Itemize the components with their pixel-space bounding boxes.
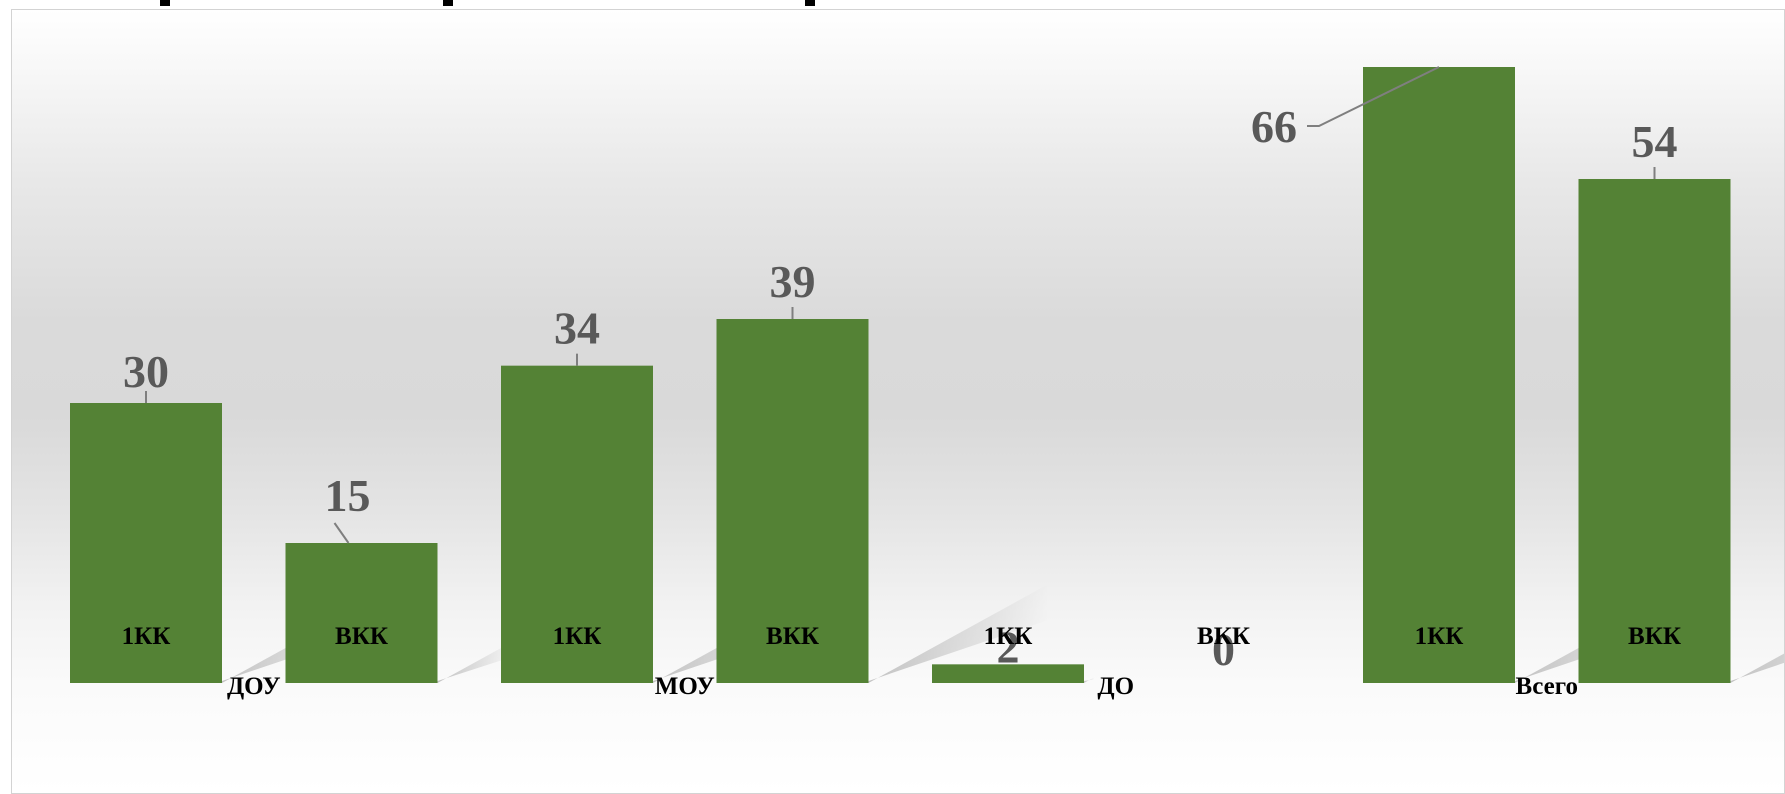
- data-label: 30: [123, 346, 169, 397]
- data-label: 66: [1251, 101, 1297, 152]
- category-tick-label: 1КК: [1415, 623, 1464, 650]
- bar-ДО-1КК: [932, 664, 1084, 683]
- data-label: 15: [325, 470, 371, 521]
- bar-shadow: [437, 640, 515, 683]
- group-label: ДО: [1097, 673, 1134, 700]
- bar-shadow: [1084, 677, 1095, 683]
- group-label: Всего: [1516, 673, 1578, 700]
- data-label: 0: [1212, 624, 1235, 675]
- chart-area: 30 1КК 15 ВКК ДОУ 34 1КК 39 ВКК МОУ 2 1КК 0 ВКК ДО 66 1К…: [11, 9, 1785, 794]
- data-label: 54: [1632, 116, 1678, 167]
- bar-Всего-ВКК: [1578, 179, 1731, 683]
- category-tick-label: 1КК: [122, 623, 171, 650]
- category-tick-label: 1КК: [553, 623, 602, 650]
- leader-line: [333, 522, 350, 544]
- category-tick-label: ВКК: [1197, 623, 1250, 650]
- group-label: ДОУ: [227, 673, 281, 700]
- data-label: 39: [770, 256, 816, 307]
- leader-line: [1307, 66, 1440, 127]
- data-label: 2: [997, 621, 1020, 672]
- bar-Всего-1КК: [1363, 67, 1515, 683]
- bar-ДОУ-1КК: [70, 403, 222, 683]
- bar-МОУ-ВКК: [716, 319, 869, 683]
- data-label: 34: [554, 303, 600, 354]
- bar-ДОУ-ВКК: [285, 543, 438, 683]
- category-tick-label: 1КК: [984, 623, 1033, 650]
- bar-shadow: [868, 584, 1049, 683]
- category-tick-label: ВКК: [766, 623, 819, 650]
- bar-МОУ-1КК: [501, 365, 653, 683]
- category-tick-label: ВКК: [335, 623, 388, 650]
- group-label: МОУ: [655, 673, 715, 700]
- cropped-title-remnant: [160, 0, 815, 6]
- bar-shadow: [1730, 653, 1784, 683]
- category-tick-label: ВКК: [1628, 623, 1681, 650]
